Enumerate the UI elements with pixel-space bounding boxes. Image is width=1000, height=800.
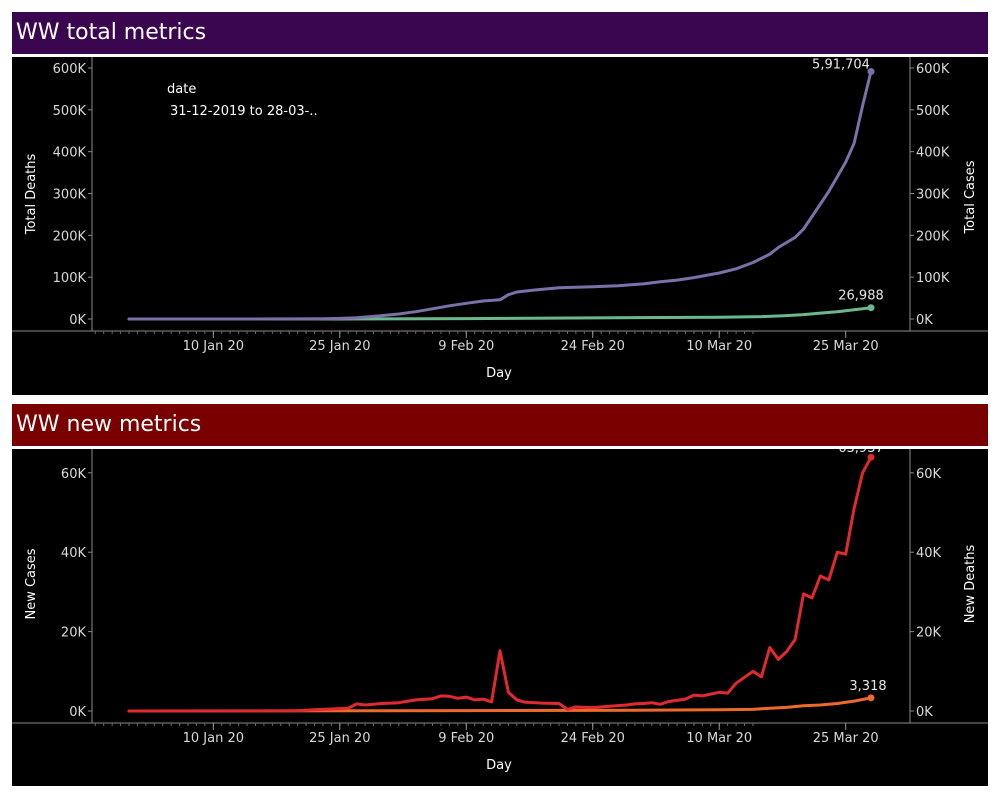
series-end-point-0 xyxy=(867,67,875,75)
x-tick-label: 25 Mar 20 xyxy=(813,339,879,354)
x-axis-title: Day xyxy=(486,758,512,773)
x-tick-label: 25 Jan 20 xyxy=(309,339,370,354)
x-tick-label: 24 Feb 20 xyxy=(561,731,625,746)
series-end-label-1: 26,988 xyxy=(838,289,884,304)
y-tick-label-right: 200K xyxy=(916,229,950,244)
chart-total-metrics[interactable]: 0K 0K 100K 100K 200K 200K 300K 300K 400K 400K 500K… xyxy=(12,57,988,395)
series-line-0 xyxy=(127,455,873,713)
annotation-label: date xyxy=(167,82,196,97)
y-tick-label-left: 300K xyxy=(53,188,87,203)
chart-new-metrics[interactable]: 0K 0K 20K 20K 40K 40K 60K 60K 10 Jan 20 25 Jan 20… xyxy=(12,449,988,786)
x-tick-label: 9 Feb 20 xyxy=(438,339,494,354)
chart-total-svg: 0K 0K 100K 100K 200K 200K 300K 300K 400K 400K 500K… xyxy=(12,57,988,381)
y-axis-title-right: Total Cases xyxy=(963,160,978,234)
y-axis-title-left: New Cases xyxy=(24,548,39,619)
series-line-1 xyxy=(127,306,873,321)
chart-new-svg: 0K 0K 20K 20K 40K 40K 60K 60K 10 Jan 20 25 Jan 20… xyxy=(12,449,988,773)
y-tick-label-left: 40K xyxy=(61,546,87,561)
y-tick-label-left: 0K xyxy=(69,705,86,720)
series-line-1 xyxy=(127,696,873,713)
x-tick-label: 10 Mar 20 xyxy=(686,339,752,354)
y-tick-label-left: 20K xyxy=(61,626,87,641)
y-tick-label-left: 500K xyxy=(53,104,87,119)
series-end-label-1: 3,318 xyxy=(849,679,886,694)
x-tick-label: 10 Jan 20 xyxy=(183,339,244,354)
y-tick-label-right: 100K xyxy=(916,271,950,286)
y-tick-label-right: 20K xyxy=(916,626,942,641)
y-tick-label-left: 100K xyxy=(53,271,87,286)
y-tick-label-left: 0K xyxy=(69,313,86,328)
x-tick-label: 25 Jan 20 xyxy=(309,731,370,746)
panel-title-total: WW total metrics xyxy=(12,12,988,54)
y-tick-label-left: 200K xyxy=(53,229,87,244)
y-tick-label-left: 600K xyxy=(53,62,87,77)
y-tick-label-left: 60K xyxy=(61,467,87,482)
x-tick-label: 9 Feb 20 xyxy=(438,731,494,746)
series-end-point-0 xyxy=(867,453,875,461)
y-tick-label-right: 400K xyxy=(916,146,950,161)
panel-title-new: WW new metrics xyxy=(12,404,988,446)
annotation-value: 31-12-2019 to 28-03-.. xyxy=(170,104,318,119)
x-tick-label: 10 Jan 20 xyxy=(183,731,244,746)
x-tick-label: 10 Mar 20 xyxy=(686,731,752,746)
series-end-point-1 xyxy=(867,694,875,702)
y-tick-label-left: 400K xyxy=(53,146,87,161)
series-end-point-1 xyxy=(867,304,875,312)
y-tick-label-right: 60K xyxy=(916,467,942,482)
x-axis-title: Day xyxy=(486,366,512,381)
x-tick-label: 25 Mar 20 xyxy=(813,731,879,746)
y-axis-title-right: New Deaths xyxy=(963,544,978,623)
y-tick-label-right: 300K xyxy=(916,188,950,203)
y-tick-label-right: 500K xyxy=(916,104,950,119)
y-tick-label-right: 600K xyxy=(916,62,950,77)
series-line-0 xyxy=(127,70,873,321)
y-tick-label-right: 0K xyxy=(916,705,933,720)
y-axis-title-left: Total Deaths xyxy=(24,153,39,235)
series-end-label-0: 5,91,704 xyxy=(812,57,870,72)
y-tick-label-right: 0K xyxy=(916,313,933,328)
series-end-label-0: 63,937 xyxy=(838,449,884,456)
y-tick-label-right: 40K xyxy=(916,546,942,561)
x-tick-label: 24 Feb 20 xyxy=(561,339,625,354)
